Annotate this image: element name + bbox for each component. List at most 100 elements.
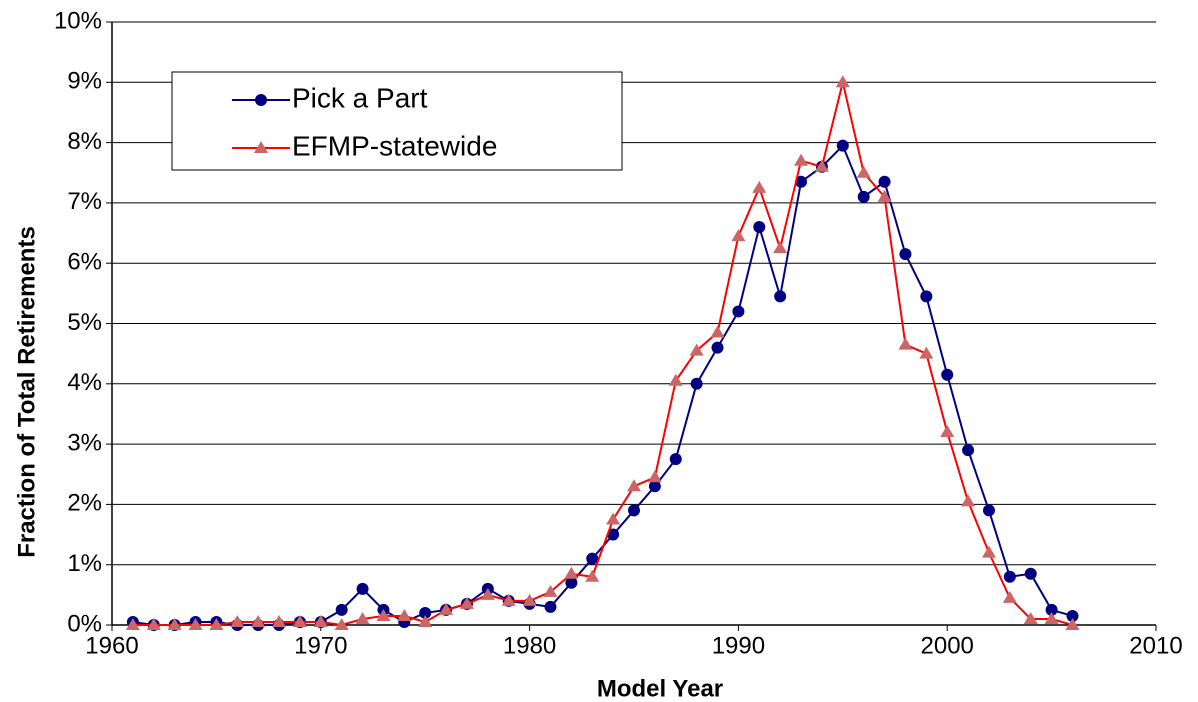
data-point — [898, 337, 913, 350]
data-point — [565, 576, 578, 589]
legend-box — [171, 71, 623, 171]
x-tick-label: 2010 — [1129, 632, 1182, 659]
y-tick-label: 2% — [67, 490, 102, 517]
series-line — [132, 143, 1073, 626]
x-tick-label: 1970 — [294, 632, 347, 659]
x-tick-label: 1980 — [503, 632, 556, 659]
data-point — [752, 180, 767, 193]
data-point — [710, 325, 725, 338]
data-point — [962, 444, 975, 457]
data-point — [877, 189, 892, 202]
data-point — [585, 569, 600, 582]
data-point — [543, 584, 558, 597]
data-point — [1044, 611, 1059, 624]
data-point — [731, 229, 746, 242]
y-tick-label: 7% — [67, 188, 102, 215]
y-tick-label: 9% — [67, 68, 102, 95]
data-point — [439, 602, 454, 615]
data-point — [648, 480, 661, 493]
y-tick-label: 5% — [67, 309, 102, 336]
data-point — [689, 343, 704, 356]
x-tick-label: 1960 — [85, 632, 138, 659]
data-point — [753, 221, 766, 234]
data-point — [836, 139, 849, 152]
data-point — [1045, 603, 1058, 616]
data-point — [564, 566, 579, 579]
data-point — [419, 606, 432, 619]
data-point — [397, 608, 412, 621]
data-point — [961, 494, 976, 507]
data-point — [167, 618, 182, 630]
y-tick-label: 0% — [67, 610, 102, 637]
data-point — [1003, 570, 1016, 583]
data-point — [1023, 611, 1038, 624]
data-point — [857, 190, 870, 203]
y-tick-label: 3% — [67, 429, 102, 456]
data-point — [774, 290, 787, 303]
data-point — [919, 346, 934, 359]
legend-marker — [255, 94, 267, 106]
data-point — [981, 545, 996, 558]
data-point — [313, 614, 328, 627]
data-point — [251, 614, 266, 627]
data-point — [355, 611, 370, 624]
legend-marker — [254, 141, 268, 153]
data-point — [982, 504, 995, 517]
data-point — [795, 175, 808, 188]
data-point — [941, 368, 954, 381]
x-tick-label: 1990 — [712, 632, 765, 659]
data-point — [856, 165, 871, 178]
data-point — [146, 618, 161, 630]
legend-label: EFMP-statewide — [292, 130, 497, 161]
data-point — [732, 305, 745, 318]
y-tick-label: 8% — [67, 128, 102, 155]
data-point — [647, 470, 662, 483]
data-point — [814, 159, 829, 172]
data-point — [899, 248, 912, 261]
data-point — [544, 600, 557, 613]
data-point — [188, 618, 203, 630]
data-point — [418, 614, 433, 627]
data-point — [878, 175, 891, 188]
y-axis-label: Fraction of Total Retirements — [13, 226, 40, 558]
data-point — [1024, 567, 1037, 580]
data-point — [628, 504, 640, 517]
series-line — [132, 82, 1073, 627]
data-point — [1002, 590, 1017, 603]
y-tick-label: 4% — [67, 369, 102, 396]
data-point — [690, 377, 703, 390]
data-point — [376, 608, 391, 621]
y-tick-label: 1% — [67, 550, 102, 577]
data-point — [940, 425, 955, 438]
data-point — [835, 75, 850, 88]
data-point — [125, 618, 140, 630]
data-point — [292, 614, 307, 627]
x-axis-label: Model Year — [597, 675, 723, 702]
data-point — [586, 552, 599, 565]
data-point — [459, 596, 474, 609]
data-point — [334, 618, 349, 630]
data-point — [335, 603, 348, 616]
data-point — [920, 290, 933, 303]
data-point — [1066, 609, 1079, 622]
data-point — [522, 593, 537, 606]
data-point — [209, 618, 224, 630]
data-point — [668, 373, 683, 386]
legend-label: Pick a Part — [292, 82, 428, 113]
data-point — [501, 593, 516, 606]
data-point — [627, 479, 641, 492]
data-point — [1065, 618, 1080, 630]
data-point — [669, 453, 682, 466]
data-point — [606, 512, 621, 525]
data-point — [711, 341, 724, 354]
y-tick-label: 10% — [54, 7, 102, 34]
data-point — [794, 153, 809, 166]
x-tick-label: 2000 — [921, 632, 974, 659]
data-point — [356, 582, 369, 595]
data-point — [272, 614, 287, 627]
data-point — [480, 587, 495, 600]
y-tick-label: 6% — [67, 249, 102, 276]
data-point — [773, 241, 788, 254]
data-point — [607, 528, 620, 541]
